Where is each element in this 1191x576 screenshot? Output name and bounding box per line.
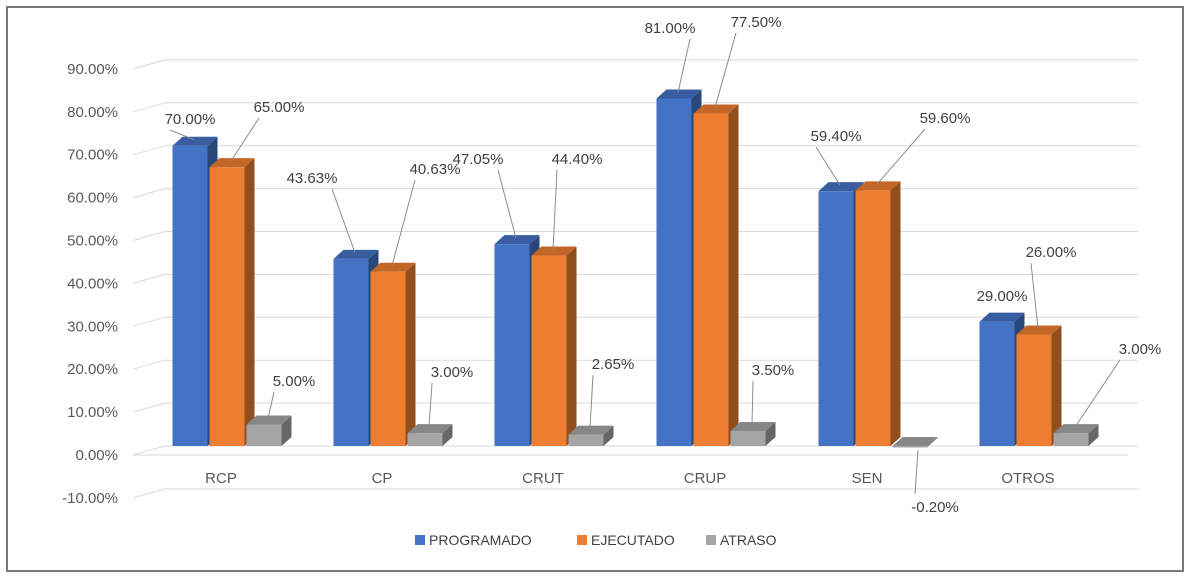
x-category-label: CRUP	[684, 470, 727, 487]
svg-text:59.60%: 59.60%	[920, 110, 971, 127]
y-tick-label: 90.00%	[67, 61, 118, 78]
x-category-label: RCP	[205, 470, 237, 487]
bars	[172, 89, 1099, 448]
gridline-depth	[132, 359, 166, 370]
legend-item-programado: PROGRAMADO	[415, 532, 532, 548]
y-tick-label: 10.00%	[67, 404, 118, 421]
data-labels: 70.00% 43.63% 47.05% 81.00% 59.40% 29.00% 65.0…	[165, 14, 1162, 516]
y-tick-label: 60.00%	[67, 190, 118, 207]
legend: PROGRAMADO EJECUTADO ATRASO	[415, 532, 777, 548]
bar-ejecutado-crup	[693, 104, 739, 447]
gridline-depth	[132, 145, 166, 156]
data-label-atraso-otros: 3.00%	[1074, 341, 1162, 428]
svg-text:81.00%: 81.00%	[645, 20, 696, 37]
data-label-ejecutado-cp: 40.63%	[391, 161, 461, 266]
data-label-atraso-crup: 3.50%	[751, 362, 795, 425]
bar-ejecutado-otros	[1016, 325, 1062, 446]
bar-atraso-otros	[1053, 424, 1099, 446]
bar-atraso-rcp	[246, 415, 292, 446]
bar-ejecutado-sen	[855, 181, 901, 447]
svg-text:77.50%: 77.50%	[731, 14, 782, 31]
svg-text:5.00%: 5.00%	[273, 373, 316, 390]
bar-atraso-cp	[407, 424, 453, 446]
data-label-programado-sen: 59.40%	[811, 128, 862, 186]
svg-text:59.40%: 59.40%	[811, 128, 862, 145]
x-category-label: SEN	[852, 470, 883, 487]
data-label-programado-crut: 47.05%	[453, 151, 517, 239]
y-tick-label: 20.00%	[67, 361, 118, 378]
y-axis-ticks: -10.00% 0.00% 10.00% 20.00% 30.00% 40.00% 50.0…	[62, 61, 118, 507]
gridline-depth	[132, 102, 166, 113]
svg-text:29.00%: 29.00%	[977, 288, 1028, 305]
bar-atraso-sen	[892, 437, 938, 448]
data-label-programado-otros: 29.00%	[977, 288, 1028, 305]
data-label-atraso-sen: -0.20%	[911, 449, 959, 516]
legend-item-ejecutado: EJECUTADO	[577, 532, 675, 548]
bar-ejecutado-crut	[531, 246, 577, 446]
y-tick-label: 30.00%	[67, 318, 118, 335]
svg-text:70.00%: 70.00%	[165, 111, 216, 128]
bar-atraso-crup	[730, 421, 776, 446]
svg-text:40.63%: 40.63%	[410, 161, 461, 178]
data-label-ejecutado-rcp: 65.00%	[230, 99, 305, 162]
gridline-depth	[132, 59, 166, 70]
svg-text:3.00%: 3.00%	[431, 364, 474, 381]
gridline-depth	[132, 316, 166, 327]
x-category-label: CP	[372, 470, 393, 487]
bar-ejecutado-cp	[370, 262, 416, 446]
x-category-label: OTROS	[1001, 470, 1054, 487]
svg-text:43.63%: 43.63%	[287, 170, 338, 187]
data-label-atraso-rcp: 5.00%	[267, 373, 316, 419]
y-tick-label: 70.00%	[67, 147, 118, 164]
svg-text:3.00%: 3.00%	[1119, 341, 1162, 358]
data-label-ejecutado-crut: 44.40%	[552, 151, 603, 250]
gridline-depth	[132, 488, 166, 499]
gridline-depth	[132, 188, 166, 199]
svg-text:3.50%: 3.50%	[752, 362, 795, 379]
svg-text:2.65%: 2.65%	[592, 356, 635, 373]
x-axis-categories: RCP CP CRUT CRUP SEN OTROS	[205, 470, 1055, 487]
y-tick-label: 40.00%	[67, 275, 118, 292]
svg-text:65.00%: 65.00%	[254, 99, 305, 116]
data-label-programado-cp: 43.63%	[287, 170, 356, 253]
y-tick-label: 80.00%	[67, 104, 118, 121]
svg-text:-0.20%: -0.20%	[911, 499, 959, 516]
data-label-ejecutado-otros: 26.00%	[1026, 244, 1077, 329]
data-label-ejecutado-crup: 77.50%	[714, 14, 782, 108]
data-label-programado-rcp: 70.00%	[165, 111, 216, 141]
y-tick-label: -10.00%	[62, 490, 118, 507]
svg-text:26.00%: 26.00%	[1026, 244, 1077, 261]
gridline-depth	[132, 231, 166, 241]
y-tick-label: 0.00%	[75, 447, 118, 464]
bar-ejecutado-rcp	[209, 158, 255, 446]
svg-text:ATRASO: ATRASO	[720, 532, 777, 548]
data-label-atraso-cp: 3.00%	[428, 364, 474, 428]
x-category-label: CRUT	[522, 470, 564, 487]
svg-text:47.05%: 47.05%	[453, 151, 504, 168]
y-tick-label: 50.00%	[67, 233, 118, 250]
gridline-depth	[132, 273, 166, 284]
gridline-depth	[132, 402, 166, 413]
svg-text:EJECUTADO: EJECUTADO	[591, 532, 675, 548]
svg-text:44.40%: 44.40%	[552, 151, 603, 168]
gridlines	[132, 59, 1138, 499]
data-label-programado-crup: 81.00%	[645, 20, 696, 93]
svg-text:PROGRAMADO: PROGRAMADO	[429, 532, 532, 548]
bar-atraso-crut	[568, 425, 614, 446]
data-label-ejecutado-sen: 59.60%	[876, 110, 971, 185]
gridline-depth	[132, 445, 166, 456]
legend-item-atraso: ATRASO	[706, 532, 777, 548]
data-label-atraso-crut: 2.65%	[589, 356, 635, 429]
